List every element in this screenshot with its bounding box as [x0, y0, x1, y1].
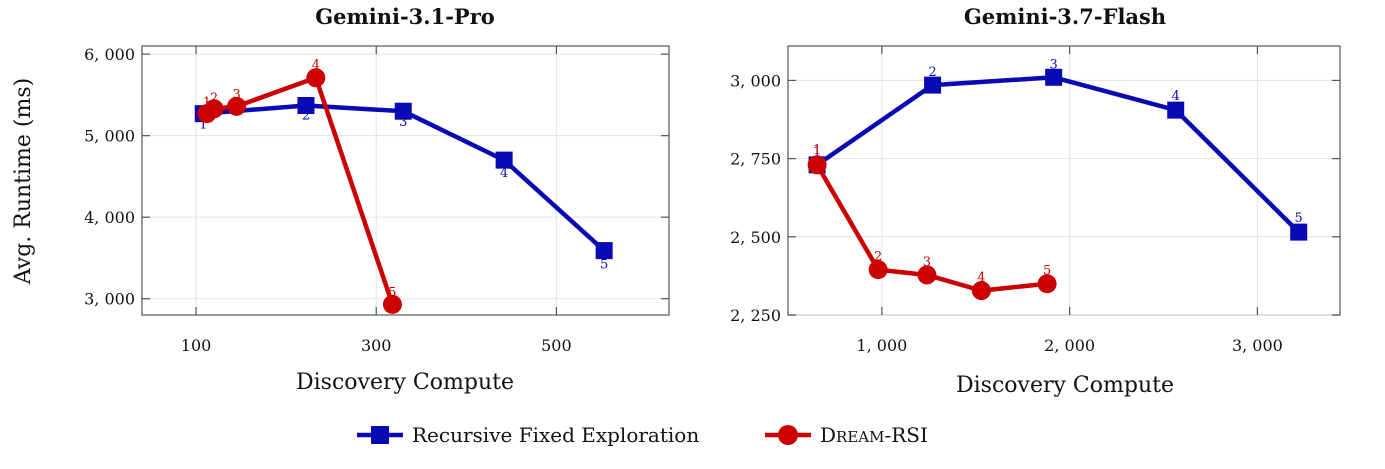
data-point-label: 2: [210, 91, 218, 106]
y-tick-label: 2, 500: [730, 228, 781, 247]
data-point-label: 5: [388, 285, 396, 300]
chart-title: Gemini-3.7-Flash: [964, 4, 1166, 29]
legend: Recursive Fixed Exploration DREAM-RSI: [357, 423, 928, 447]
data-point-label: 5: [1295, 211, 1303, 226]
ticks: 2, 250 2, 500 2, 750 3, 000 1, 000 2, 000 3, 0…: [730, 46, 1340, 355]
data-point-circle: [204, 99, 224, 119]
data-point-circle: [868, 260, 888, 280]
data-point-square: [595, 242, 613, 260]
series-dream-rsi: 1 2 3 4 5: [807, 143, 1057, 301]
data-point-square: [1167, 101, 1185, 119]
chart-title: Gemini-3.1-Pro: [315, 4, 495, 29]
x-tick-label: 3, 000: [1232, 336, 1283, 355]
data-point-label: 3: [399, 115, 407, 130]
data-point-circle: [227, 96, 247, 116]
data-point-circle: [971, 281, 991, 301]
panel-gemini-3-1-pro: Gemini-3.1-Pro 3, 000 4, 000 5, 000 6, 000 1…: [11, 4, 670, 395]
data-point-circle: [917, 265, 937, 285]
x-axis-label: Discovery Compute: [296, 370, 514, 395]
y-tick-label: 4, 000: [84, 208, 135, 227]
data-point-square: [1290, 223, 1308, 241]
grid: [142, 46, 669, 315]
data-point-square: [924, 76, 942, 94]
data-point-circle: [1037, 274, 1057, 294]
data-point-label: 4: [1172, 89, 1180, 104]
x-tick-label: 2, 000: [1044, 336, 1095, 355]
data-point-label: 3: [232, 87, 240, 102]
data-point-circle: [306, 68, 326, 88]
ticks: 3, 000 4, 000 5, 000 6, 000 100 300 500: [84, 45, 669, 355]
x-tick-label: 500: [541, 336, 572, 355]
series-recursive-fixed-exploration: 1 2 3 4 5: [808, 57, 1308, 241]
y-tick-label: 5, 000: [84, 127, 135, 146]
data-point-circle: [382, 294, 402, 314]
series-recursive-fixed-exploration: 1 2 3 4 5: [194, 97, 613, 273]
data-point-label: 4: [312, 58, 320, 73]
y-tick-label: 2, 250: [730, 306, 781, 325]
x-tick-label: 1, 000: [856, 336, 907, 355]
legend-square-marker: [371, 426, 389, 444]
legend-item-recursive-fixed-exploration: Recursive Fixed Exploration: [357, 423, 699, 447]
panel-gemini-3-7-flash: Gemini-3.7-Flash 2, 250 2, 500 2, 750 3, 00…: [730, 4, 1341, 398]
legend-circle-marker: [778, 425, 798, 445]
data-point-label: 1: [199, 118, 207, 133]
x-axis-label: Discovery Compute: [956, 373, 1174, 398]
y-tick-label: 3, 000: [730, 71, 781, 90]
legend-item-dream-rsi: DREAM-RSI: [765, 423, 928, 447]
data-point-label: 4: [977, 271, 985, 286]
y-tick-label: 2, 750: [730, 150, 781, 169]
data-point-label: 3: [923, 255, 931, 270]
data-point-label: 5: [1043, 264, 1051, 279]
y-tick-label: 6, 000: [84, 45, 135, 64]
x-tick-label: 300: [361, 336, 392, 355]
data-point-label: 5: [600, 258, 608, 273]
plot-frame: [141, 45, 670, 316]
data-point-square: [495, 151, 513, 169]
legend-label: Recursive Fixed Exploration: [412, 423, 699, 447]
x-tick-label: 100: [181, 336, 212, 355]
y-axis-label: Avg. Runtime (ms): [11, 78, 36, 285]
data-point-label: 2: [302, 109, 310, 124]
data-point-label: 4: [500, 166, 508, 181]
data-point-square: [1045, 68, 1063, 86]
data-point-square: [394, 102, 412, 120]
series-line: [815, 75, 1301, 234]
data-point-label: 2: [874, 250, 882, 265]
data-point-label: 2: [928, 65, 936, 80]
legend-label: DREAM-RSI: [820, 423, 928, 447]
grid: [788, 46, 1340, 316]
data-point-label: 1: [813, 145, 821, 160]
y-tick-label: 3, 000: [84, 290, 135, 309]
data-point-square: [297, 97, 315, 115]
data-point-circle: [807, 155, 827, 175]
data-point-label: 3: [1050, 57, 1058, 72]
data-point-label: 1: [813, 143, 821, 158]
